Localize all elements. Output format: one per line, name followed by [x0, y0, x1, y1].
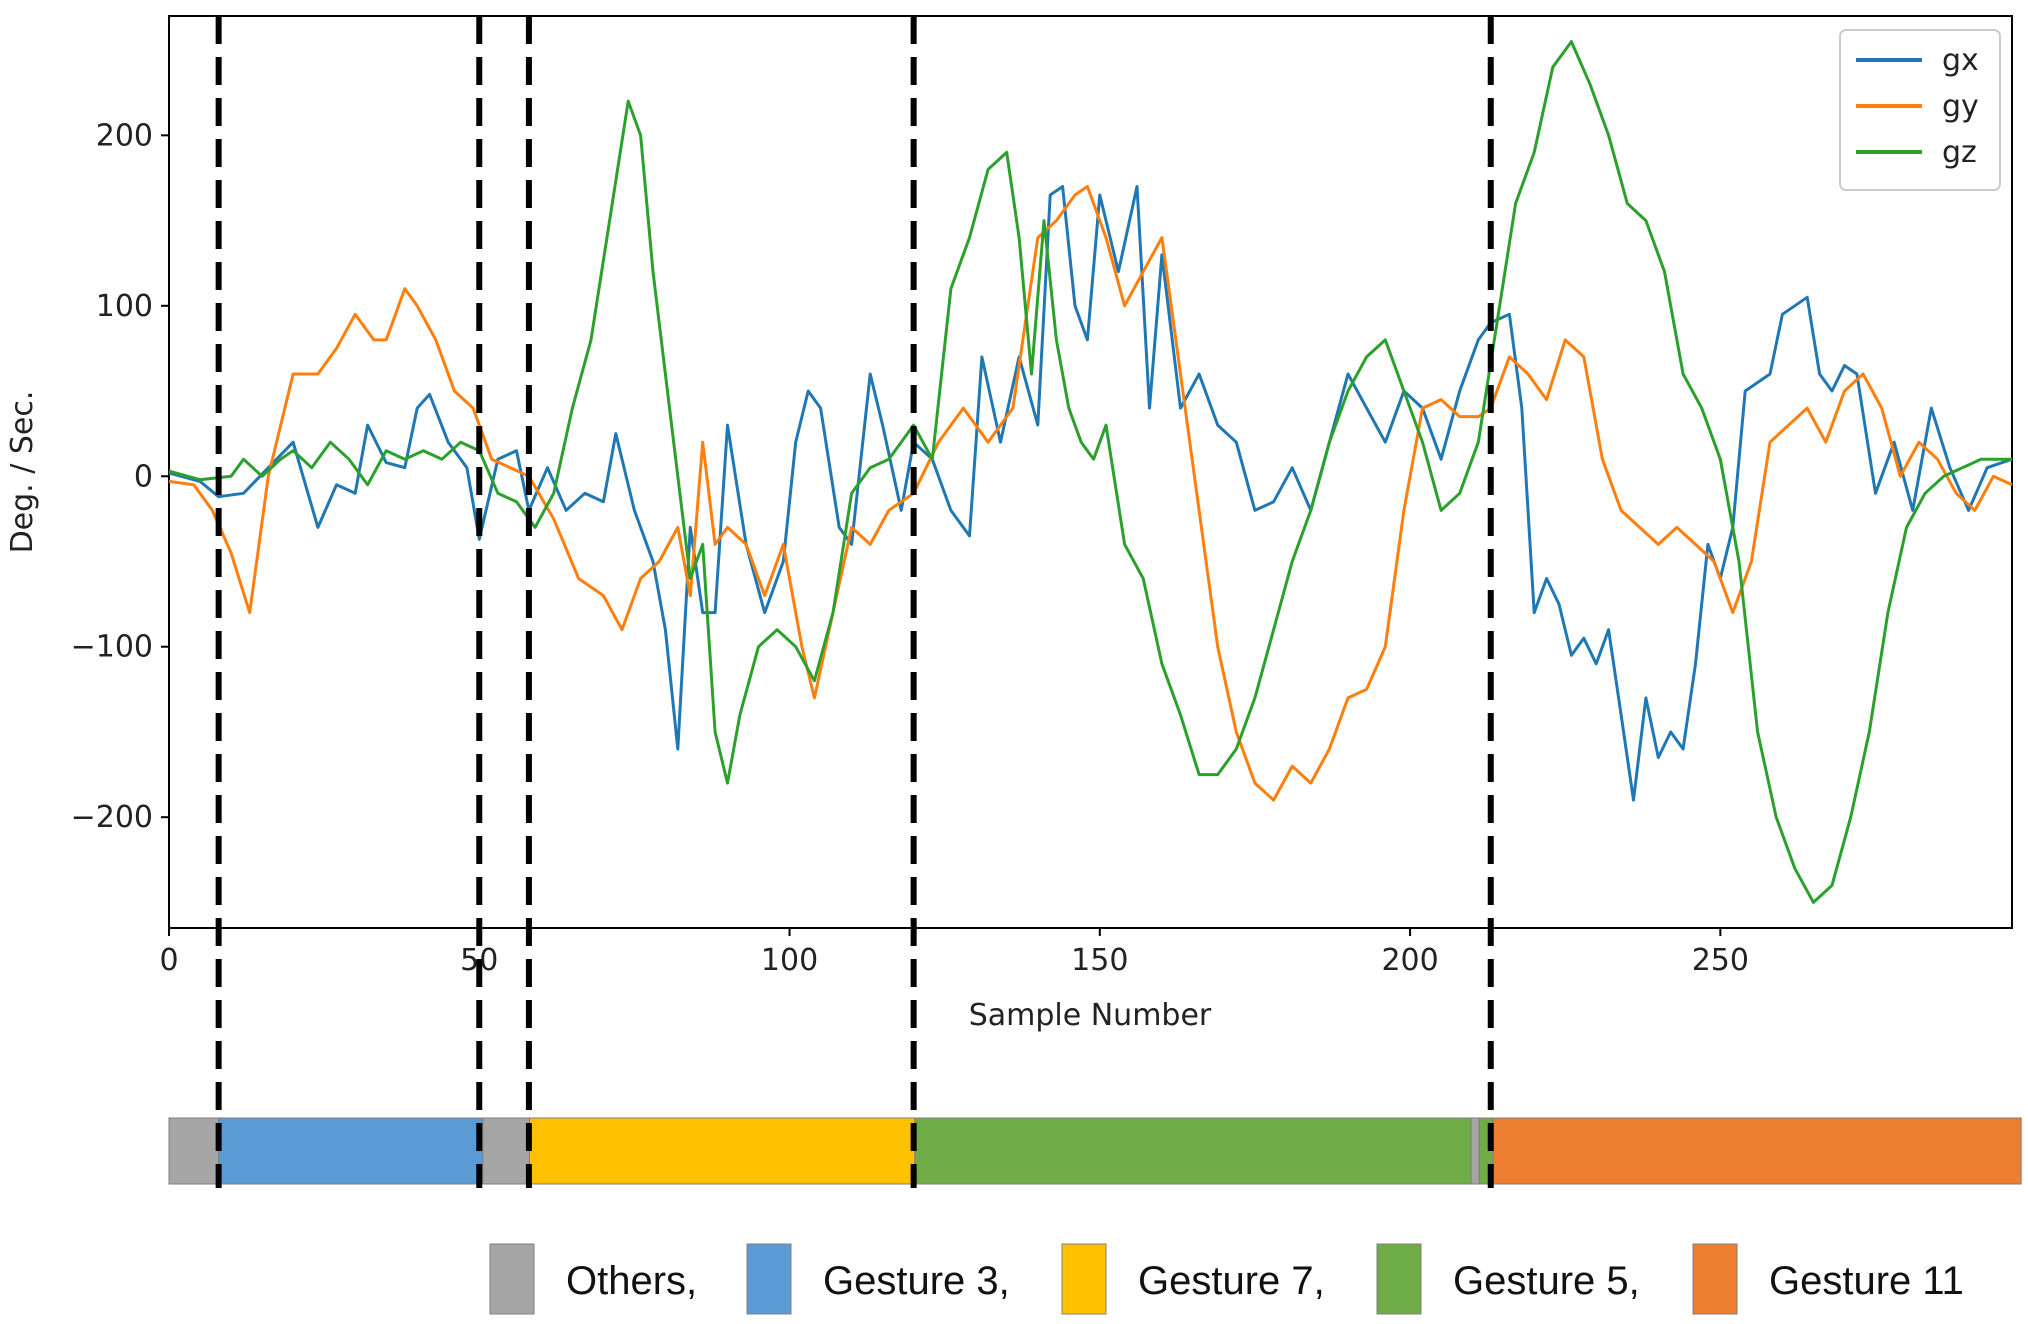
segment-others [1470, 1117, 1480, 1185]
legend-gx-label: gx [1942, 43, 1979, 78]
gesture-legend-label: Gesture 3, [823, 1259, 1010, 1303]
x-tick-label: 0 [159, 943, 178, 978]
gesture-legend-label: Others, [566, 1259, 697, 1303]
gesture-legend-label: Gesture 5, [1453, 1259, 1640, 1303]
gesture-legend-swatch [1376, 1243, 1422, 1315]
segment-gesture-5 [914, 1117, 1472, 1185]
series-gy-line [168, 185, 2013, 802]
gesture-legend-swatch [746, 1243, 792, 1315]
x-tick-label: 250 [1692, 943, 1749, 978]
legend-gz-label: gz [1942, 135, 1977, 170]
segment-others [482, 1117, 530, 1185]
y-tick-label: −200 [71, 800, 153, 835]
gesture-legend: Others, Gesture 3, Gesture 7, Gesture 5, Ges… [489, 1243, 1964, 1315]
legend-gy-label: gy [1942, 89, 1979, 124]
y-tick-label: 200 [96, 118, 153, 153]
x-tick-label: 150 [1071, 943, 1128, 978]
series-gz-line [168, 40, 2012, 904]
gesture-boundaries [215, 16, 1494, 1188]
x-tick-label: 100 [761, 943, 818, 978]
series-legend: gx gy gz [1839, 29, 2001, 191]
segment-gesture-7 [528, 1117, 916, 1185]
x-tick-label: 200 [1381, 943, 1438, 978]
gesture-segment-bar [168, 1117, 2022, 1185]
gesture-legend-label: Gesture 7, [1138, 1259, 1325, 1303]
x-axis-label: Sample Number [969, 998, 1212, 1033]
gesture-legend-label: Gesture 11 [1769, 1259, 1964, 1303]
y-tick-label: −100 [71, 630, 153, 665]
y-tick-label: 100 [96, 289, 153, 324]
gesture-legend-swatch [1692, 1243, 1738, 1315]
x-axis-ticks: 050100150200250 [159, 928, 1749, 978]
segment-others [168, 1117, 220, 1185]
y-tick-label: 0 [134, 459, 153, 494]
y-axis-label: Deg. / Sec. [5, 391, 40, 554]
y-axis-ticks: 200 100 0 −100 −200 [71, 118, 169, 835]
gesture-legend-swatch [489, 1243, 535, 1315]
series-layer [168, 40, 2013, 904]
segment-gesture-3 [218, 1117, 484, 1185]
plot-frame [168, 15, 2013, 929]
gesture-legend-swatch [1061, 1243, 1107, 1315]
segment-gesture-11 [1492, 1117, 2022, 1185]
